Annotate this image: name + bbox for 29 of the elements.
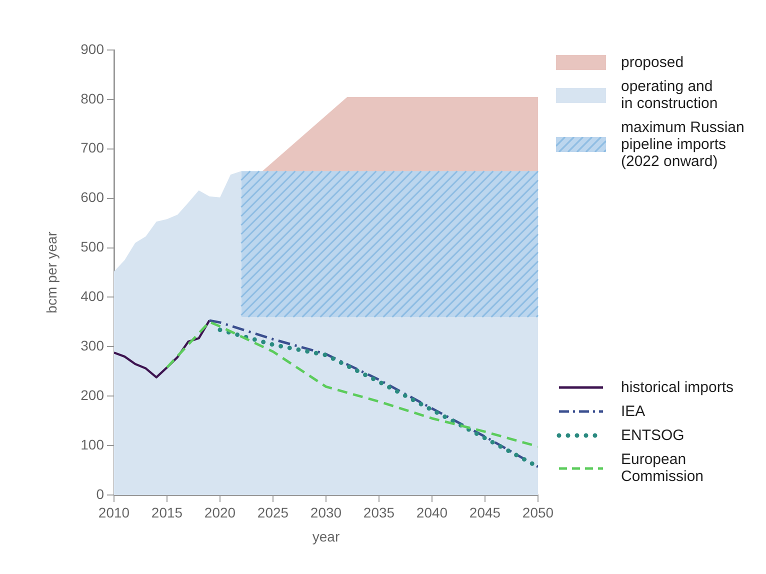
- x-tick-label: 2015: [151, 504, 183, 520]
- y-tick-label: 200: [80, 386, 104, 403]
- legend-label: proposed: [621, 54, 684, 71]
- x-axis-title: year: [312, 528, 340, 544]
- x-tick-label: 2025: [257, 504, 289, 520]
- legend-label: ENTSOG: [621, 427, 684, 444]
- x-tick-label: 2050: [522, 504, 554, 520]
- legend-label: maximum Russian pipeline imports (2022 onward): [621, 119, 744, 170]
- y-tick-label: 600: [80, 189, 104, 206]
- x-tick-label: 2045: [469, 504, 501, 520]
- x-tick-label: 2040: [416, 504, 448, 520]
- y-tick-label: 300: [80, 338, 104, 354]
- y-tick-label: 0: [96, 486, 104, 502]
- y-tick-label: 400: [80, 288, 104, 304]
- legend-label: European Commission: [621, 451, 704, 485]
- x-tick-label: 2020: [204, 504, 236, 520]
- legend-label: operating and in construction: [621, 78, 718, 112]
- y-tick-label: 100: [80, 436, 104, 452]
- x-tick-label: 2030: [310, 504, 342, 520]
- y-tick-label: 800: [80, 90, 104, 106]
- y-axis-title: bcm per year: [43, 231, 60, 314]
- y-tick-label: 900: [80, 40, 104, 57]
- x-tick-label: 2010: [98, 504, 130, 520]
- line-series: [166, 320, 538, 448]
- legend-label: historical imports: [621, 379, 734, 396]
- y-tick-label: 500: [80, 238, 104, 255]
- y-tick-label: 700: [80, 140, 104, 156]
- legend-label: IEA: [621, 403, 646, 420]
- x-tick-label: 2035: [363, 504, 395, 520]
